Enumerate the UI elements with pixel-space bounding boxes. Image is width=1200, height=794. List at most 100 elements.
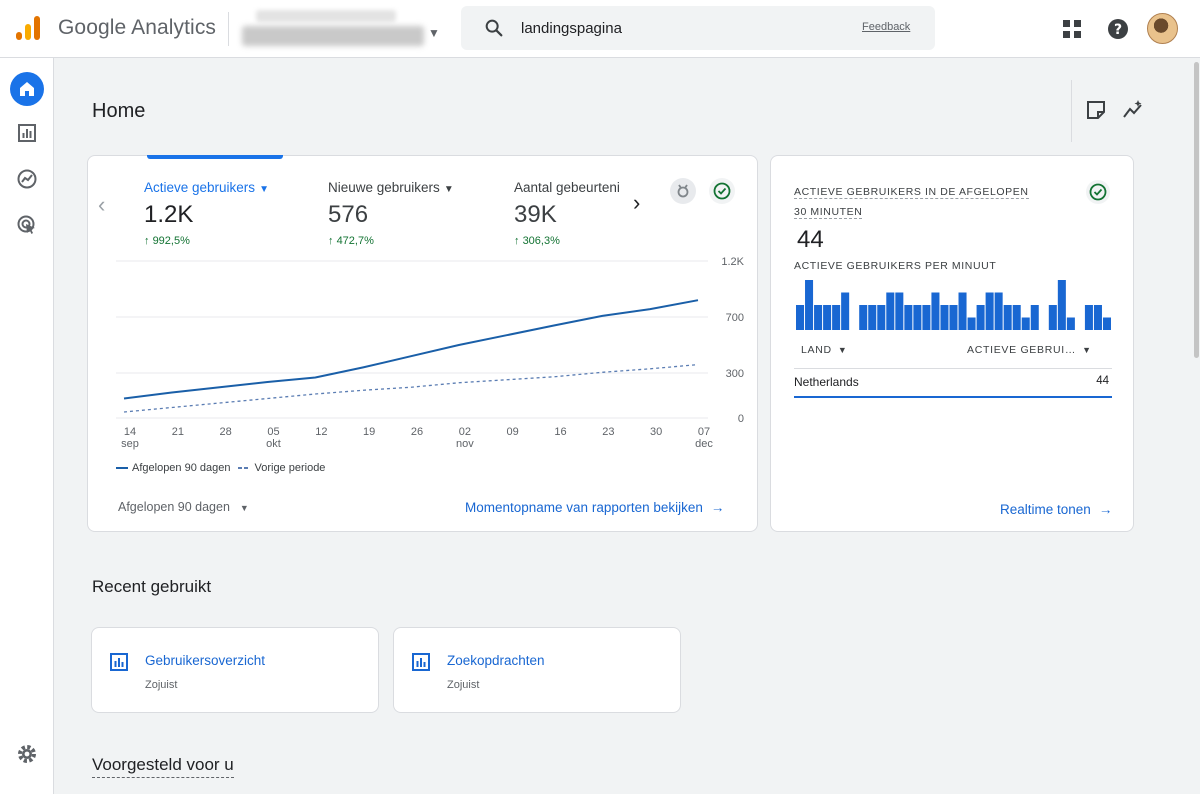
x-tick-label: 26 [411, 426, 423, 438]
metric-value: 576 [328, 201, 369, 228]
toolbar-divider [1071, 80, 1072, 142]
sidebar [0, 58, 54, 794]
y-tick-label: 1.2K [721, 256, 744, 268]
metric-label: Actieve gebruikers [144, 180, 256, 195]
account-selector[interactable]: ▼ [242, 8, 442, 50]
minute-bar[interactable] [886, 292, 895, 331]
minute-bar[interactable] [1084, 305, 1093, 330]
date-range-select[interactable]: Afgelopen 90 dagen ▼ [118, 500, 249, 514]
x-tick-sublabel: okt [266, 438, 281, 450]
minute-bar[interactable] [805, 280, 814, 330]
x-tick-label: 28 [220, 426, 232, 438]
minute-bar[interactable] [994, 292, 1003, 331]
minute-bar[interactable] [1102, 317, 1111, 331]
recent-card-user-overview[interactable]: Gebruikersoverzicht Zojuist [91, 627, 379, 713]
avatar[interactable] [1147, 13, 1178, 44]
x-tick-sublabel: sep [121, 438, 139, 450]
feedback-link[interactable]: Feedback [862, 21, 911, 33]
minute-bar[interactable] [868, 305, 877, 330]
property-name-blurred [242, 26, 424, 46]
x-tick-label: 02 [459, 426, 471, 438]
minute-bar[interactable] [1057, 280, 1066, 330]
bar-chart-icon [412, 653, 430, 671]
minute-bar[interactable] [922, 305, 931, 330]
minute-bar[interactable] [913, 305, 922, 330]
column-header-country[interactable]: LAND ▼ [801, 344, 847, 356]
caret-down-icon: ▼ [837, 345, 848, 355]
suggested-section-title[interactable]: Voorgesteld voor u [92, 755, 234, 778]
minute-bar[interactable] [958, 292, 967, 331]
sidebar-item-reports[interactable] [10, 116, 44, 150]
caret-down-icon: ▼ [1082, 345, 1092, 355]
minute-bar[interactable] [1003, 305, 1012, 330]
award-icon[interactable] [670, 178, 696, 204]
chevron-right-icon[interactable]: › [633, 190, 641, 215]
date-range-value: Afgelopen 90 dagen [118, 500, 230, 514]
minute-bar[interactable] [859, 305, 868, 330]
minute-bar[interactable] [949, 305, 958, 330]
country-cell: Netherlands [794, 375, 859, 389]
x-tick-sublabel: nov [456, 438, 474, 450]
minute-bar[interactable] [985, 292, 994, 331]
realtime-card: ACTIEVE GEBRUIKERS IN DE AFGELOPEN 30 MI… [770, 155, 1134, 532]
realtime-title[interactable]: ACTIEVE GEBRUIKERS IN DE AFGELOPEN 30 MI… [794, 182, 1044, 222]
minute-bar[interactable] [814, 305, 823, 330]
metric-active-users[interactable]: Actieve gebruikers ▼ 1.2K ↑ 992,5% [144, 180, 269, 247]
sidebar-item-explore[interactable] [10, 162, 44, 196]
y-tick-label: 300 [726, 368, 744, 380]
minute-bar[interactable] [1030, 305, 1039, 330]
series-line-previous [123, 363, 699, 413]
chevron-left-icon[interactable]: ‹ [98, 192, 106, 217]
minute-bar[interactable] [823, 305, 832, 330]
sidebar-item-advertising[interactable] [10, 208, 44, 242]
note-icon[interactable] [1084, 98, 1108, 122]
view-snapshot-link[interactable]: Momentopname van rapporten bekijken → [465, 500, 724, 515]
minute-bar[interactable] [940, 305, 949, 330]
realtime-title-text: ACTIEVE GEBRUIKERS IN DE AFGELOPEN 30 MI… [794, 186, 1029, 219]
minute-bar[interactable] [1048, 305, 1057, 330]
minute-bar[interactable] [1021, 317, 1030, 331]
metric-change: 306,3% [522, 235, 560, 247]
minute-bar[interactable] [904, 305, 913, 330]
target-cursor-icon [17, 215, 35, 234]
explore-icon [17, 169, 37, 189]
bar-chart-icon [110, 653, 128, 671]
per-minute-bar-chart[interactable] [796, 280, 1112, 332]
minute-bar[interactable] [877, 305, 886, 330]
check-circle-icon[interactable] [1086, 180, 1110, 204]
minute-bar[interactable] [796, 305, 805, 330]
column-header-active-users[interactable]: ACTIEVE GEBRUI… ▼ [967, 344, 1092, 356]
gear-icon[interactable] [15, 742, 39, 766]
sidebar-item-home[interactable] [10, 72, 44, 106]
minute-bar[interactable] [895, 292, 904, 331]
minute-bar[interactable] [1012, 305, 1021, 330]
help-icon[interactable]: ? [1105, 16, 1131, 42]
x-tick-label: 23 [602, 426, 614, 438]
search-input[interactable] [521, 14, 821, 42]
app-title[interactable]: Google Analytics [58, 16, 217, 39]
minute-bar[interactable] [976, 305, 985, 330]
metric-new-users[interactable]: Nieuwe gebruikers ▼ 576 ↑ 472,7% [328, 180, 454, 247]
svg-text:?: ? [1114, 22, 1122, 38]
metric-event-count[interactable]: Aantal gebeurteni 39K ↑ 306,3% [514, 180, 626, 247]
active-tab-indicator [147, 155, 283, 159]
x-tick-label: 09 [507, 426, 519, 438]
minute-bar[interactable] [832, 305, 841, 330]
insights-icon[interactable] [1121, 98, 1145, 122]
minute-bar[interactable] [841, 292, 850, 331]
legend-label: Vorige periode [254, 462, 326, 474]
recent-card-search-queries[interactable]: Zoekopdrachten Zojuist [393, 627, 681, 713]
minute-bar[interactable] [1066, 317, 1075, 331]
minute-bar[interactable] [967, 317, 976, 331]
minute-bar[interactable] [1093, 305, 1102, 330]
account-name-blurred [256, 10, 396, 22]
bar-chart-icon [18, 124, 36, 142]
analytics-logo-icon[interactable] [14, 14, 42, 42]
search-bar[interactable]: Feedback [461, 6, 935, 50]
check-circle-icon[interactable] [709, 178, 735, 204]
view-realtime-link[interactable]: Realtime tonen → [1000, 502, 1112, 517]
page-scrollbar[interactable] [1194, 62, 1199, 358]
minute-bar[interactable] [931, 292, 940, 331]
apps-grid-icon[interactable] [1059, 16, 1085, 42]
